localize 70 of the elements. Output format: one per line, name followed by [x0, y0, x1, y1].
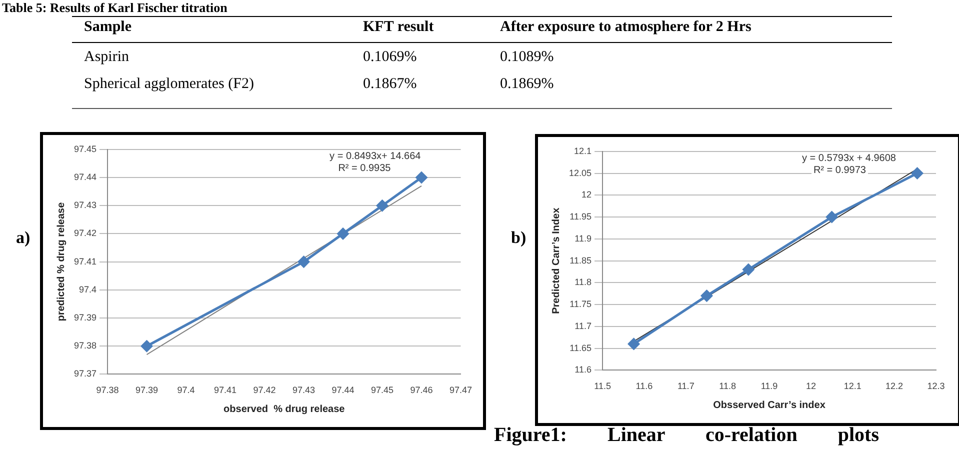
annotation: y = 0.8493x+ 14.664: [330, 151, 422, 162]
x-tick-label: 97.45: [370, 385, 394, 396]
annotation: y = 0.5793x + 4.9608: [802, 153, 896, 164]
text: Sample: [84, 19, 132, 36]
y-tick-label: 12: [582, 190, 592, 200]
point: [911, 168, 923, 180]
y-tick-label: 97.37: [74, 368, 97, 379]
x-tick-label: 11.9: [760, 381, 778, 392]
x-tick-label: 12.1: [844, 381, 862, 392]
text: a): [16, 228, 30, 248]
x-tick-label: 97.43: [292, 385, 316, 396]
x-tick-label: 11.7: [677, 381, 694, 392]
y-tick-label: 97.38: [74, 340, 97, 351]
y-tick-label: 97.45: [74, 144, 97, 154]
x-tick-label: 97.4: [177, 385, 195, 396]
y-tick-label: 97.41: [74, 256, 97, 266]
x-tick-label: 12.2: [886, 381, 904, 392]
text: 0.1089%: [500, 49, 554, 66]
y-tick-label: 11.65: [570, 342, 592, 353]
y-tick-label: 11.7: [574, 320, 592, 331]
text: 0.1069%: [363, 49, 417, 66]
x-tick-label: 97.47: [449, 385, 472, 396]
annotation: R² = 0.9973: [813, 165, 866, 176]
x-tick-label: 97.38: [96, 385, 119, 396]
point: [416, 172, 428, 184]
y-tick-label: 97.39: [74, 312, 97, 322]
x-axis-title: Obsserved Carr’s index: [713, 400, 826, 411]
point: [700, 290, 712, 302]
y-axis-title: Predicted Carr’s Index: [550, 207, 562, 314]
point: [826, 211, 838, 223]
x-tick-label: 97.41: [214, 385, 237, 396]
point: [376, 200, 388, 212]
text: Table 5: Results of Karl Fischer titration: [2, 0, 228, 16]
point: [337, 228, 349, 240]
text: 0.1869%: [500, 76, 554, 93]
x-tick-label: 97.39: [136, 385, 158, 396]
x-axis-title: observed % drug release: [224, 404, 346, 415]
x-tick-label: 11.5: [594, 381, 611, 392]
y-tick-label: 97.4: [78, 284, 97, 294]
x-tick-label: 97.44: [332, 385, 354, 396]
x-tick-label: 12: [806, 381, 816, 392]
x-tick-label: 97.46: [410, 385, 433, 396]
y-axis-title: predicted % drug release: [56, 202, 67, 322]
point: [742, 264, 754, 276]
y-tick-label: 11.8: [574, 277, 592, 288]
text: After exposure to atmosphere for 2 Hrs: [500, 19, 752, 36]
caption: Figure1: Linear co-relation plots: [494, 424, 879, 447]
annotation: R² = 0.9935: [338, 163, 392, 174]
x-tick-label: 97.42: [253, 385, 276, 396]
y-tick-label: 97.42: [74, 228, 97, 238]
text: KFT result: [363, 19, 434, 36]
y-tick-label: 97.43: [74, 200, 97, 210]
y-tick-label: 11.95: [570, 212, 592, 222]
text: Aspirin: [84, 49, 129, 66]
x-tick-label: 11.8: [719, 381, 736, 392]
text: b): [511, 228, 526, 248]
y-tick-label: 11.6: [574, 364, 592, 375]
text: Spherical agglomerates (F2): [84, 76, 254, 93]
x-tick-label: 12.3: [927, 381, 945, 392]
point: [628, 338, 640, 350]
y-tick-label: 12.1: [574, 146, 592, 156]
point: [298, 256, 310, 268]
y-tick-label: 12.05: [568, 168, 592, 178]
y-tick-label: 11.9: [574, 233, 592, 244]
point: [141, 340, 153, 352]
y-tick-label: 11.75: [570, 299, 592, 310]
text: 0.1867%: [363, 76, 417, 93]
y-tick-label: 97.44: [74, 172, 97, 182]
x-tick-label: 11.6: [636, 381, 653, 392]
y-tick-label: 11.85: [570, 255, 592, 266]
